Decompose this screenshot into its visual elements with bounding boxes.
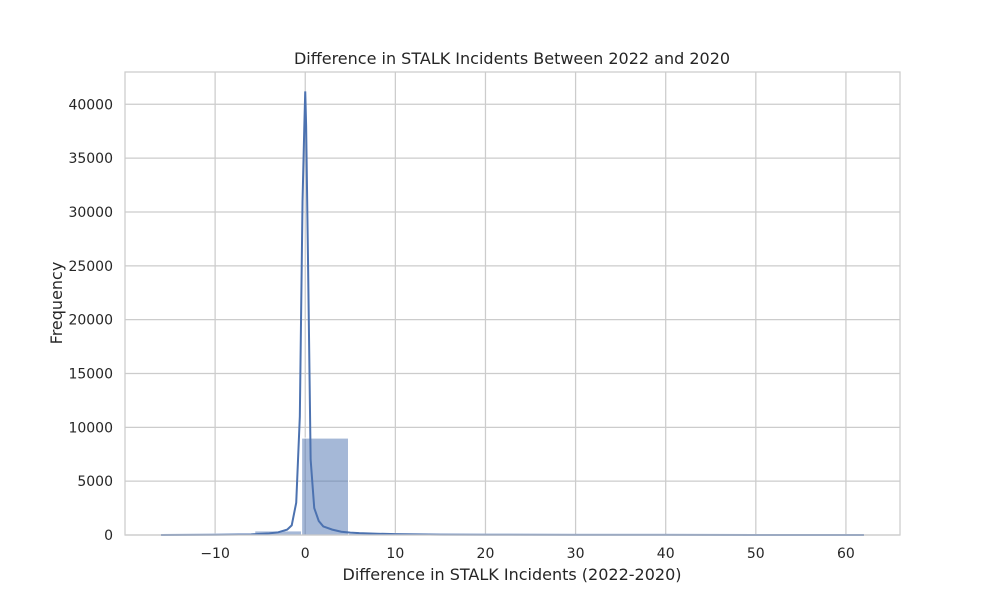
x-axis-label: Difference in STALK Incidents (2022-2020… (343, 565, 682, 584)
y-tick-label: 0 (104, 528, 113, 544)
y-tick-label: 5000 (77, 474, 113, 490)
y-tick-label: 20000 (68, 313, 113, 329)
x-tick-label: 0 (301, 546, 310, 562)
y-tick-label: 40000 (68, 97, 113, 113)
y-axis-label: Frequency (47, 262, 66, 345)
y-tick-label: 30000 (68, 205, 113, 221)
y-tick-label: 25000 (68, 259, 113, 275)
x-tick-label: 50 (747, 546, 765, 562)
y-tick-label: 35000 (68, 151, 113, 167)
x-tick-label: −10 (200, 546, 230, 562)
chart-title: Difference in STALK Incidents Between 20… (294, 49, 730, 68)
y-tick-label: 10000 (68, 420, 113, 436)
x-tick-labels: −10 0 10 20 30 40 50 60 (200, 546, 855, 562)
x-tick-label: 10 (386, 546, 404, 562)
y-tick-label: 15000 (68, 366, 113, 382)
histogram-bars (160, 437, 865, 536)
histogram-bar (301, 437, 349, 536)
x-tick-label: 20 (477, 546, 495, 562)
plot-frame (124, 71, 901, 536)
grid-lines (125, 72, 900, 536)
x-tick-label: 30 (567, 546, 585, 562)
x-tick-label: 60 (837, 546, 855, 562)
y-tick-labels: 0 5000 10000 15000 20000 25000 30000 35000 40000 (68, 97, 113, 544)
x-tick-label: 40 (657, 546, 675, 562)
